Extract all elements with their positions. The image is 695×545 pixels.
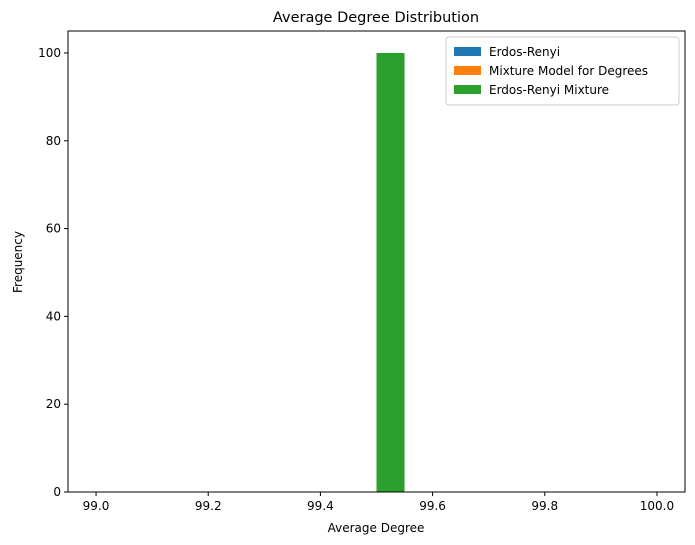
x-axis-title: Average Degree <box>328 521 425 535</box>
legend-swatch <box>454 66 481 75</box>
legend-label: Mixture Model for Degrees <box>489 64 648 78</box>
legend-box <box>445 36 680 106</box>
x-tick-label: 100.0 <box>640 499 674 513</box>
bar-erdos-renyi-mixture-0 <box>376 52 405 492</box>
y-tick-label: 100 <box>38 46 61 60</box>
x-tick-label: 99.4 <box>307 499 334 513</box>
legend-swatch <box>454 85 481 94</box>
chart-title: Average Degree Distribution <box>273 10 479 26</box>
legend-label: Erdos-Renyi <box>489 45 560 59</box>
x-tick-label: 99.2 <box>195 499 222 513</box>
y-axis-title: Frequency <box>11 231 25 293</box>
plot-area: 99.0 99.2 99.4 99.6 99.8 100.0 0 20 40 60 80 100 <box>38 30 686 513</box>
y-tick-label: 40 <box>46 309 61 323</box>
x-tick-label: 99.6 <box>419 499 446 513</box>
y-tick-label: 20 <box>46 397 61 411</box>
y-tick-label: 0 <box>53 485 61 499</box>
legend-label: Erdos-Renyi Mixture <box>489 83 609 97</box>
legend-swatch <box>454 47 481 56</box>
legend: Erdos-Renyi Mixture Model for Degrees Erdo… <box>445 36 680 106</box>
x-tick-label: 99.8 <box>531 499 558 513</box>
x-tick-label: 99.0 <box>83 499 110 513</box>
y-tick-label: 60 <box>46 222 61 236</box>
y-tick-label: 80 <box>46 134 61 148</box>
axes-frame <box>67 30 686 493</box>
